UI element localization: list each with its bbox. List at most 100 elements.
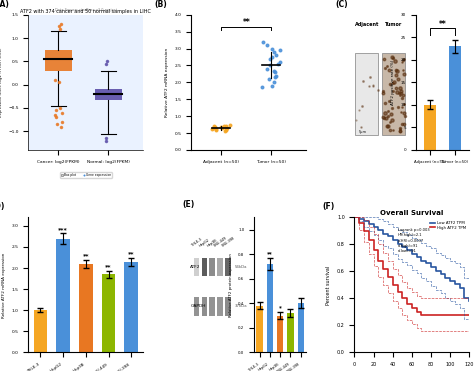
High ATF2 TPM <box>404 302 410 306</box>
Low ATF2 TPM <box>404 247 410 252</box>
Low ATF2 TPM <box>423 261 429 266</box>
Bar <box>298 303 304 352</box>
High ATF2 TPM <box>361 229 367 233</box>
Text: HepG2: HepG2 <box>199 238 210 248</box>
Y-axis label: Percent survival: Percent survival <box>327 265 331 305</box>
Point <box>260 39 267 45</box>
Point <box>218 125 226 131</box>
Bar <box>102 275 115 352</box>
Bar <box>79 264 92 352</box>
Text: (E): (E) <box>182 200 194 209</box>
Text: **: ** <box>82 253 89 258</box>
Point <box>223 125 231 131</box>
Y-axis label: Relative ATF2 protein expression: Relative ATF2 protein expression <box>228 253 233 317</box>
Low ATF2 TPM <box>457 285 463 290</box>
Point <box>222 127 230 132</box>
Text: (C): (C) <box>336 0 348 9</box>
Line: Low ATF2 TPM: Low ATF2 TPM <box>355 217 469 301</box>
Low ATF2 TPM <box>371 224 376 229</box>
Point <box>276 47 284 53</box>
Bar <box>210 297 215 316</box>
High ATF2 TPM <box>380 266 386 271</box>
Bar <box>56 239 70 352</box>
Text: SNU-449: SNU-449 <box>213 236 228 248</box>
Text: Data Source: starBase v3.0 project: Data Source: starBase v3.0 project <box>55 8 117 12</box>
Bar <box>355 53 379 135</box>
Low ATF2 TPM <box>443 276 448 280</box>
Bar <box>225 297 230 316</box>
Low ATF2 TPM <box>447 279 453 283</box>
High ATF2 TPM <box>371 247 376 252</box>
Point <box>263 66 271 72</box>
Text: SNU-398: SNU-398 <box>220 236 236 248</box>
Bar <box>194 258 199 276</box>
Point <box>213 126 220 132</box>
High ATF2 TPM <box>375 258 381 263</box>
Bar <box>448 46 461 150</box>
Low ATF2 TPM <box>466 299 472 303</box>
Low ATF2 TPM <box>452 281 458 286</box>
Point <box>271 69 279 75</box>
Text: **: ** <box>267 252 273 256</box>
Text: (B): (B) <box>155 0 167 9</box>
Point <box>277 59 284 65</box>
Point <box>222 122 230 128</box>
Bar <box>201 258 207 276</box>
Point <box>221 128 228 134</box>
Y-axis label: Expression level: log2 (FPKM+0.01): Expression level: log2 (FPKM+0.01) <box>0 47 2 117</box>
Bar <box>277 316 283 352</box>
Bar <box>194 297 199 316</box>
Point <box>265 76 273 82</box>
Text: THLE-3: THLE-3 <box>191 238 203 248</box>
High ATF2 TPM <box>395 289 401 294</box>
Point <box>220 123 228 129</box>
High ATF2 TPM <box>409 306 415 310</box>
Text: Logrank p=0.003
HR(high)=2.1
p(HR)=0.0037
n(high)=91
n(low)=91: Logrank p=0.003 HR(high)=2.1 p(HR)=0.003… <box>398 228 430 253</box>
Text: ATF2: ATF2 <box>191 265 201 269</box>
Text: Tumor: Tumor <box>385 22 402 27</box>
Point <box>209 125 217 131</box>
Point <box>270 49 278 55</box>
Low ATF2 TPM <box>380 232 386 236</box>
High ATF2 TPM <box>438 312 443 317</box>
Point <box>272 52 280 58</box>
Point <box>268 54 275 60</box>
Low ATF2 TPM <box>390 238 396 243</box>
Low ATF2 TPM <box>438 272 443 276</box>
Point <box>212 127 220 133</box>
Text: 37kDa: 37kDa <box>235 304 247 308</box>
High ATF2 TPM <box>385 275 391 279</box>
Low ATF2 TPM <box>414 255 419 259</box>
High ATF2 TPM <box>400 296 405 301</box>
High ATF2 TPM <box>452 312 458 317</box>
Bar <box>201 297 207 316</box>
Text: Adjacent: Adjacent <box>355 22 379 27</box>
Legend: Low ATF2 TPM, High ATF2 TPM: Low ATF2 TPM, High ATF2 TPM <box>428 219 467 231</box>
Point <box>212 124 219 130</box>
High ATF2 TPM <box>390 283 396 287</box>
Point <box>209 126 216 132</box>
Low ATF2 TPM <box>409 252 415 256</box>
High ATF2 TPM <box>366 238 372 243</box>
High ATF2 TPM <box>443 312 448 317</box>
Text: 5μm: 5μm <box>358 131 366 134</box>
Point <box>274 61 282 67</box>
Bar <box>256 306 263 352</box>
High ATF2 TPM <box>433 312 438 317</box>
Point <box>273 73 280 79</box>
Point <box>271 74 278 80</box>
Bar <box>217 258 223 276</box>
Bar <box>382 53 405 135</box>
Low ATF2 TPM <box>366 222 372 226</box>
Text: Hep3B: Hep3B <box>206 238 218 248</box>
Bar <box>424 105 437 150</box>
Low ATF2 TPM <box>356 217 362 221</box>
Bar <box>95 89 122 99</box>
Low ATF2 TPM <box>395 242 401 247</box>
High ATF2 TPM <box>447 312 453 317</box>
Line: High ATF2 TPM: High ATF2 TPM <box>355 217 469 315</box>
Point <box>268 83 275 89</box>
Title: Overall Survival: Overall Survival <box>380 210 444 216</box>
Text: (F): (F) <box>322 202 335 211</box>
Bar <box>267 264 273 352</box>
